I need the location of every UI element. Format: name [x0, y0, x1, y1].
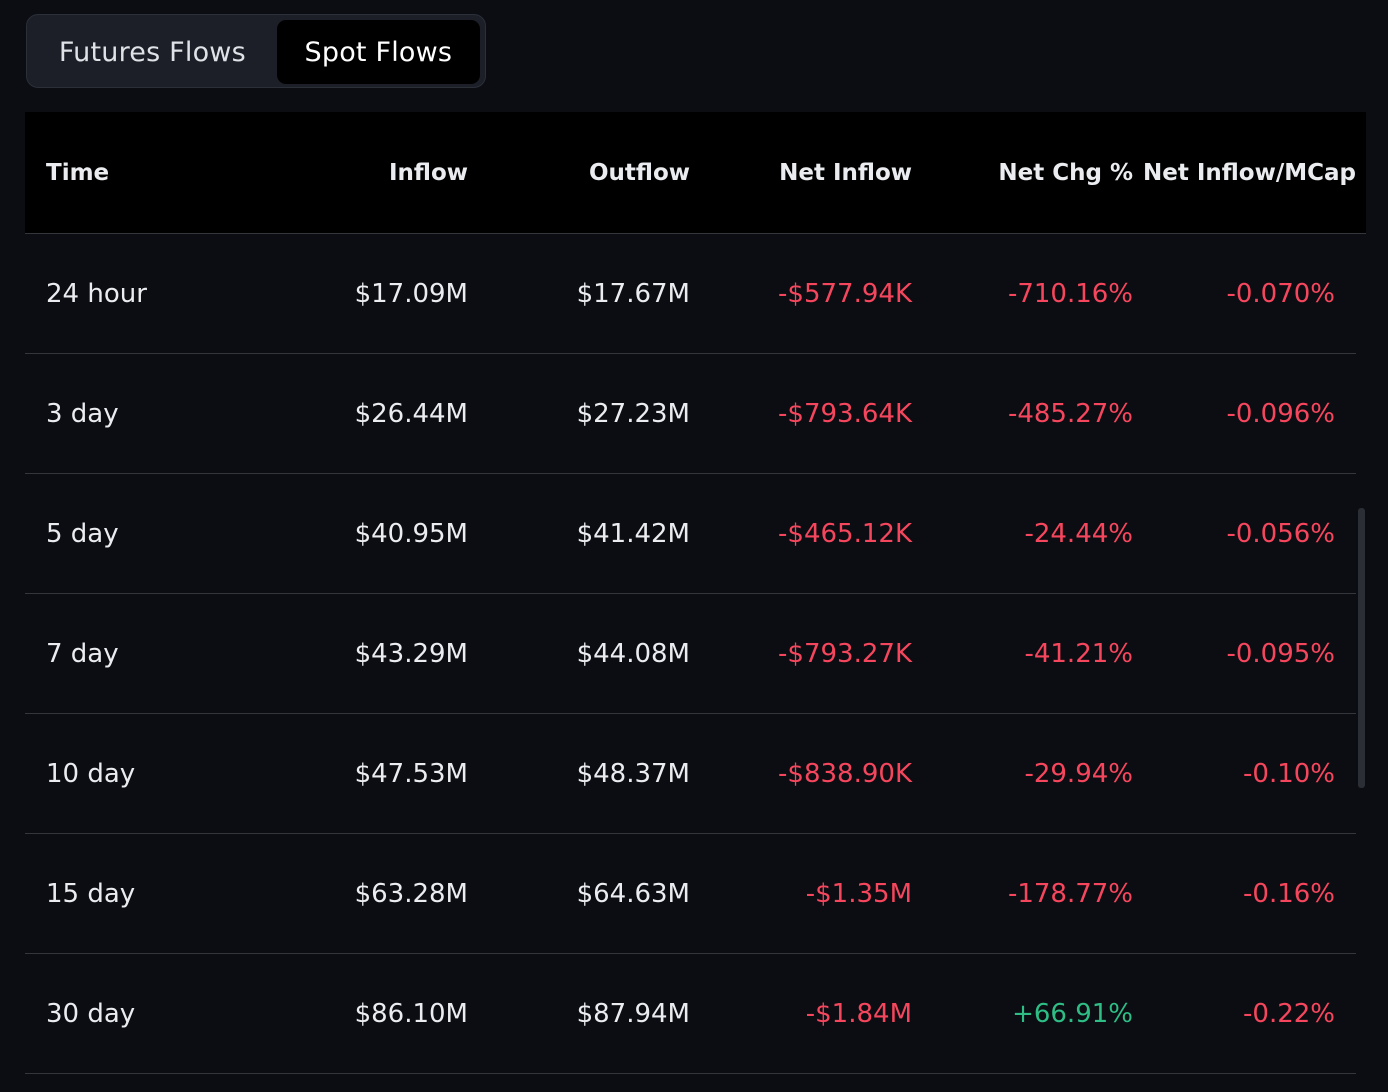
inflow-cell: $40.95M — [354, 518, 468, 549]
net-inflow-mcap-cell: -0.16% — [1243, 878, 1335, 909]
net-inflow-mcap-cell: -0.096% — [1226, 398, 1335, 429]
table-row: 3 day $26.44M $27.23M -$793.64K -485.27%… — [25, 354, 1356, 474]
net-chg-cell: +66.91% — [1012, 998, 1133, 1029]
flow-type-tabs: Futures Flows Spot Flows — [26, 14, 486, 88]
net-inflow-mcap-cell: -0.095% — [1226, 638, 1335, 669]
column-header-net-chg: Net Chg % — [998, 159, 1133, 186]
net-inflow-mcap-cell: -0.10% — [1243, 758, 1335, 789]
outflow-cell: $27.23M — [576, 398, 690, 429]
table-header: Time Inflow Outflow Net Inflow Net Chg %… — [25, 112, 1366, 234]
outflow-cell: $64.63M — [576, 878, 690, 909]
table-row: 24 hour $17.09M $17.67M -$577.94K -710.1… — [25, 234, 1356, 354]
net-chg-cell: -41.21% — [1024, 638, 1133, 669]
table-row: 10 day $47.53M $48.37M -$838.90K -29.94%… — [25, 714, 1356, 834]
net-chg-cell: -178.77% — [1007, 878, 1133, 909]
time-cell: 3 day — [46, 398, 119, 429]
net-chg-cell: -710.16% — [1007, 278, 1133, 309]
time-cell: 15 day — [46, 878, 136, 909]
table-row: 7 day $43.29M $44.08M -$793.27K -41.21% … — [25, 594, 1356, 714]
net-inflow-mcap-cell: -0.070% — [1226, 278, 1335, 309]
outflow-cell: $17.67M — [576, 278, 690, 309]
net-inflow-cell: -$793.27K — [778, 638, 912, 669]
scrollbar-thumb[interactable] — [1358, 508, 1365, 788]
time-cell: 24 hour — [46, 278, 147, 309]
inflow-cell: $43.29M — [354, 638, 468, 669]
outflow-cell: $41.42M — [576, 518, 690, 549]
inflow-cell: $47.53M — [354, 758, 468, 789]
column-header-inflow: Inflow — [388, 159, 468, 186]
time-cell: 5 day — [46, 518, 119, 549]
net-chg-cell: -29.94% — [1024, 758, 1133, 789]
net-chg-cell: -485.27% — [1007, 398, 1133, 429]
outflow-cell: $48.37M — [576, 758, 690, 789]
time-cell: 10 day — [46, 758, 136, 789]
column-header-net-inflow: Net Inflow — [779, 159, 912, 186]
inflow-cell: $86.10M — [354, 998, 468, 1029]
inflow-cell: $63.28M — [354, 878, 468, 909]
table-row: 30 day $86.10M $87.94M -$1.84M +66.91% -… — [25, 954, 1356, 1074]
tab-futures-flows[interactable]: Futures Flows — [58, 36, 246, 68]
inflow-cell: $26.44M — [354, 398, 468, 429]
outflow-cell: $44.08M — [576, 638, 690, 669]
net-inflow-cell: -$793.64K — [778, 398, 912, 429]
net-inflow-cell: -$577.94K — [778, 278, 912, 309]
net-inflow-cell: -$1.35M — [805, 878, 912, 909]
column-header-time: Time — [46, 159, 110, 186]
table-row: 15 day $63.28M $64.63M -$1.35M -178.77% … — [25, 834, 1356, 954]
net-inflow-mcap-cell: -0.22% — [1243, 998, 1335, 1029]
tab-spot-flows[interactable]: Spot Flows — [276, 20, 480, 84]
time-cell: 7 day — [46, 638, 119, 669]
inflow-cell: $17.09M — [354, 278, 468, 309]
time-cell: 30 day — [46, 998, 136, 1029]
flows-table: Time Inflow Outflow Net Inflow Net Chg %… — [25, 112, 1366, 1074]
net-inflow-mcap-cell: -0.056% — [1226, 518, 1335, 549]
net-inflow-cell: -$1.84M — [805, 998, 912, 1029]
net-inflow-cell: -$465.12K — [778, 518, 912, 549]
column-header-net-inflow-mcap: Net Inflow/MCap — [1142, 159, 1356, 186]
column-header-outflow: Outflow — [588, 159, 690, 186]
net-chg-cell: -24.44% — [1024, 518, 1133, 549]
net-inflow-cell: -$838.90K — [778, 758, 912, 789]
outflow-cell: $87.94M — [576, 998, 690, 1029]
table-row: 5 day $40.95M $41.42M -$465.12K -24.44% … — [25, 474, 1356, 594]
